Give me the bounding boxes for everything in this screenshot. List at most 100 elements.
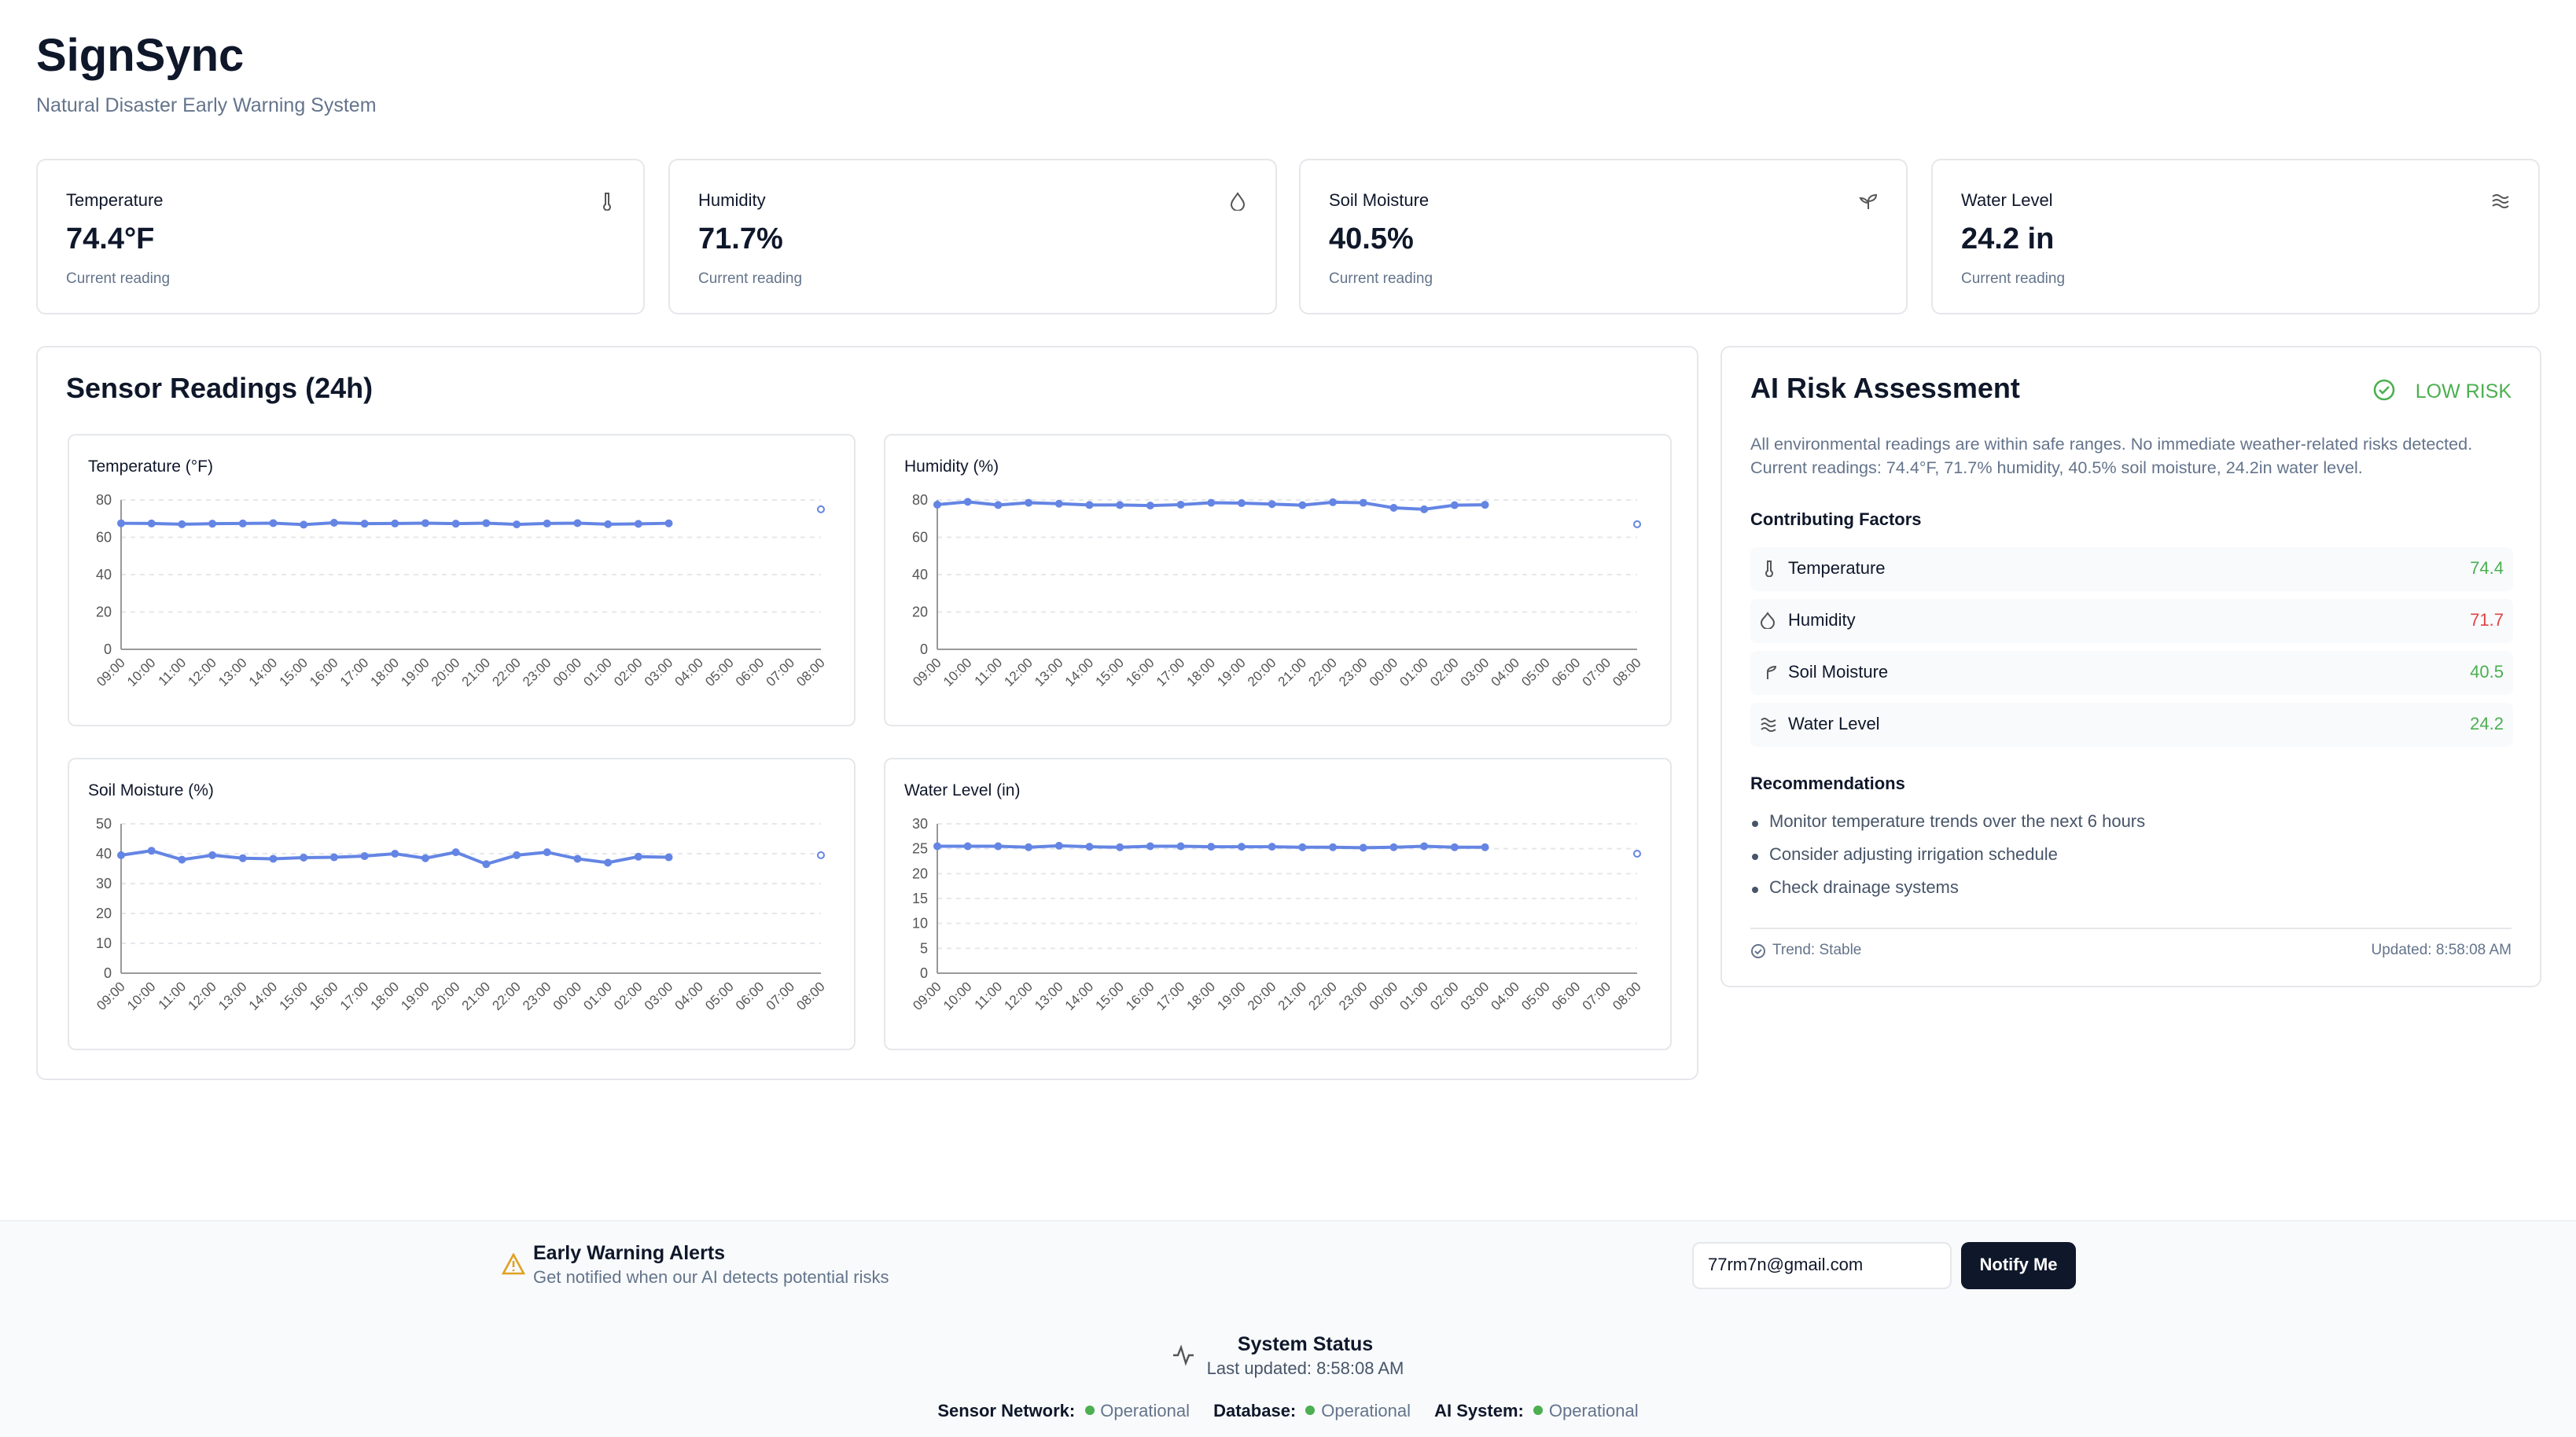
data-point (634, 852, 642, 861)
data-point (1025, 498, 1033, 507)
x-tick-label: 22:00 (1305, 979, 1340, 1013)
x-tick-label: 06:00 (733, 655, 767, 689)
y-tick-label: 40 (96, 567, 112, 583)
factor-row: Humidity 71.7 (1750, 599, 2513, 643)
data-point (1633, 520, 1641, 528)
data-point (117, 519, 125, 527)
email-input[interactable]: 77rm7n@gmail.com (1692, 1242, 1952, 1289)
data-point (391, 519, 399, 527)
data-point (963, 498, 972, 506)
x-tick-label: 09:00 (910, 979, 944, 1013)
x-tick-label: 19:00 (398, 655, 432, 689)
y-tick-label: 0 (104, 965, 112, 981)
data-point (421, 854, 429, 862)
factor-row: Temperature 74.4 (1750, 547, 2513, 591)
x-tick-label: 06:00 (733, 979, 767, 1013)
data-point (573, 519, 582, 527)
x-tick-label: 19:00 (1214, 979, 1249, 1013)
factor-value: 71.7 (2470, 612, 2504, 630)
metric-card: Water Level 24.2 in Current reading (1931, 159, 2540, 314)
x-tick-label: 22:00 (489, 979, 524, 1013)
data-point (1420, 505, 1429, 513)
card-note: Current reading (1961, 270, 2066, 288)
data-point (1176, 500, 1185, 509)
status-updated: Last updated: 8:58:08 AM (1206, 1360, 1404, 1379)
check-icon (2373, 379, 2395, 401)
data-point (451, 520, 460, 528)
x-tick-label: 04:00 (1489, 979, 1523, 1013)
data-point (817, 505, 825, 513)
notify-button[interactable]: Notify Me (1961, 1242, 2076, 1289)
x-tick-label: 00:00 (1367, 979, 1401, 1013)
x-tick-label: 02:00 (1427, 655, 1462, 689)
data-point (208, 851, 217, 859)
icon (1859, 193, 1878, 209)
data-point (329, 853, 338, 862)
data-point (1207, 843, 1216, 851)
data-point (604, 520, 613, 528)
x-tick-label: 03:00 (1458, 979, 1492, 1013)
mini-chart: Temperature (°F) 0 20 40 60 80 09:00 10:00 11:00… (68, 434, 856, 726)
data-point (634, 520, 642, 528)
x-tick-label: 15:00 (1092, 655, 1127, 689)
x-tick-label: 15:00 (276, 655, 311, 689)
data-point (1481, 501, 1489, 509)
data-point (329, 518, 338, 527)
data-point (1268, 500, 1276, 509)
data-point (1298, 843, 1307, 851)
data-point (1054, 841, 1063, 850)
x-tick-label: 10:00 (940, 655, 975, 689)
chart-title: Soil Moisture (%) (88, 781, 214, 799)
data-point (1207, 498, 1216, 507)
y-tick-label: 80 (96, 492, 112, 508)
x-tick-label: 15:00 (276, 979, 311, 1013)
x-tick-label: 01:00 (1397, 655, 1431, 689)
data-point (1176, 842, 1185, 851)
x-tick-label: 13:00 (215, 979, 250, 1013)
app-title: SignSync (36, 31, 245, 82)
y-tick-label: 20 (912, 605, 928, 620)
data-point (451, 848, 460, 857)
y-tick-label: 20 (96, 605, 112, 620)
status-state: Operational (1548, 1402, 1639, 1421)
data-point (994, 842, 1003, 851)
icon (2492, 194, 2509, 208)
x-tick-label: 23:00 (1336, 979, 1371, 1013)
status-item: Sensor Network: Operational (937, 1402, 1190, 1421)
chart-title: Humidity (%) (904, 458, 999, 476)
data-point (1420, 842, 1429, 851)
x-tick-label: 12:00 (1001, 655, 1036, 689)
data-point (1085, 501, 1094, 509)
x-tick-label: 10:00 (124, 979, 159, 1013)
card-note: Current reading (1329, 270, 1433, 288)
x-tick-label: 12:00 (1001, 979, 1036, 1013)
section-title: Contributing Factors (1750, 511, 1922, 530)
x-tick-label: 14:00 (246, 655, 281, 689)
x-tick-label: 23:00 (520, 979, 554, 1013)
icon (1767, 665, 1777, 679)
trend: Trend: Stable (1772, 942, 1862, 959)
data-point (543, 519, 551, 527)
x-tick-label: 00:00 (1367, 655, 1401, 689)
x-tick-label: 19:00 (398, 979, 432, 1013)
data-point (933, 842, 941, 851)
x-tick-label: 19:00 (1214, 655, 1249, 689)
factor-row: Soil Moisture 40.5 (1750, 651, 2513, 695)
x-tick-label: 20:00 (1245, 979, 1279, 1013)
app-subtitle: Natural Disaster Early Warning System (36, 94, 377, 116)
x-tick-label: 16:00 (1123, 655, 1157, 689)
data-point (664, 853, 673, 862)
metric-card: Temperature 74.4°F Current reading (36, 159, 645, 314)
risk-panel: AI Risk Assessment LOW RISK All environm… (1720, 346, 2541, 987)
data-point (664, 519, 673, 527)
chart-title: Temperature (°F) (88, 458, 213, 476)
data-point (1389, 503, 1398, 512)
data-point (300, 520, 308, 529)
x-tick-label: 21:00 (459, 979, 494, 1013)
card-value: 24.2 in (1961, 223, 2055, 256)
x-tick-label: 04:00 (672, 979, 707, 1013)
status-title: System Status (1237, 1333, 1374, 1355)
card-value: 74.4°F (66, 223, 155, 256)
metric-card: Humidity 71.7% Current reading (668, 159, 1277, 314)
x-tick-label: 03:00 (642, 655, 676, 689)
